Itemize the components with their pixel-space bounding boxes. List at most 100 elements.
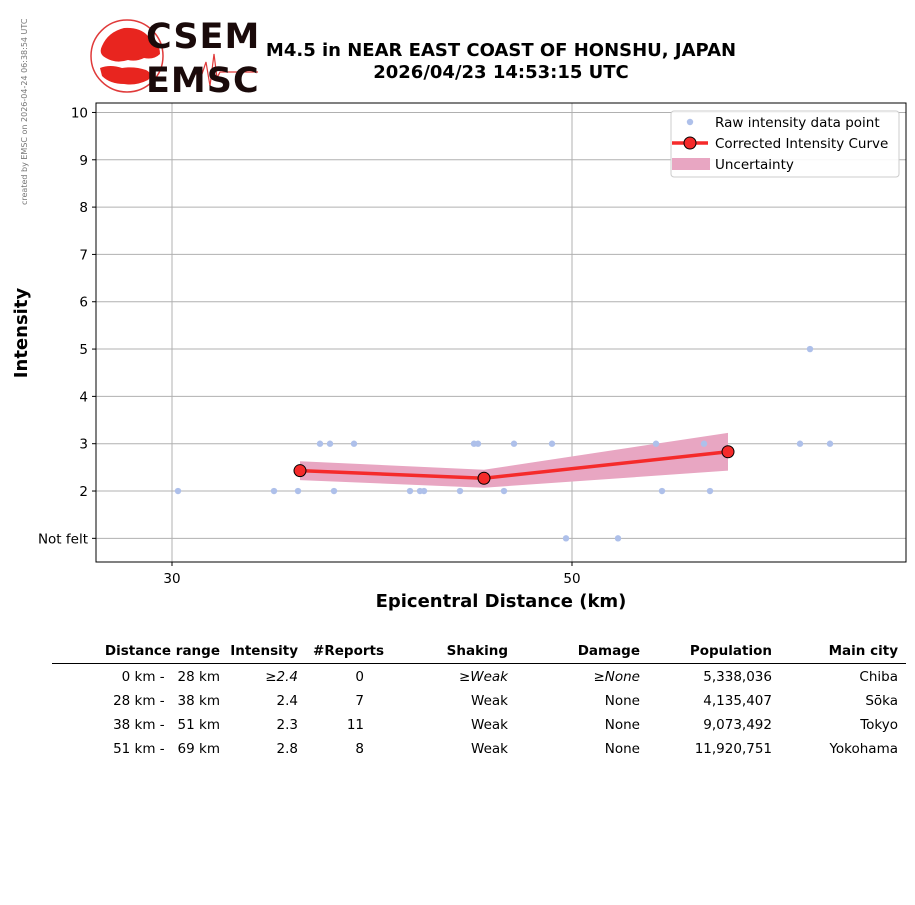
header-shaking: Shaking: [392, 640, 516, 664]
raw-data-point: [456, 487, 464, 495]
legend-raw-label: Raw intensity data point: [715, 115, 880, 131]
table-row: 38 km - 51 km 2.3 11 Weak None 9,073,492…: [52, 712, 906, 736]
legend-curve-marker: [683, 136, 697, 150]
emsc-logo: CSEM EMSC: [88, 17, 261, 101]
logo-text-csem: CSEM: [146, 17, 261, 57]
cell-population: 9,073,492: [703, 716, 772, 733]
cell-range: 51 km - 69 km: [113, 740, 220, 757]
cell-shaking: Weak: [471, 692, 508, 709]
cell-city: Tokyo: [860, 716, 898, 733]
cell-damage: ≥None: [593, 668, 640, 685]
legend-curve-label: Corrected Intensity Curve: [715, 136, 888, 152]
raw-data-point: [548, 440, 556, 447]
logo-text-emsc: EMSC: [146, 61, 260, 101]
cell-range: 28 km - 38 km: [113, 692, 220, 709]
raw-data-point: [294, 487, 302, 495]
raw-data-point: [174, 487, 182, 495]
x-tick-label: 30: [163, 571, 180, 587]
y-tick-label: 4: [79, 389, 88, 405]
cell-city: Sōka: [865, 692, 898, 709]
raw-data-point: [562, 535, 570, 542]
header-main-city: Main city: [780, 640, 906, 664]
raw-data-point: [500, 487, 508, 495]
curve-point-marker: [721, 445, 735, 459]
raw-data-point: [406, 487, 414, 495]
curve-point-marker: [477, 471, 491, 485]
legend-box: [670, 110, 900, 178]
cell-intensity: 2.8: [276, 740, 298, 757]
y-tick-label: 3: [79, 437, 88, 453]
raw-points-layer: [174, 345, 834, 542]
legend-band-swatch: [672, 158, 710, 170]
y-tick-label: 5: [79, 342, 88, 358]
cell-range: 38 km - 51 km: [113, 716, 220, 733]
cell-damage: None: [604, 716, 640, 733]
y-tick-label: 9: [79, 153, 88, 169]
intensity-curve-layer: [293, 445, 735, 485]
x-tick-label: 50: [563, 571, 580, 587]
legend-band-label: Uncertainty: [715, 157, 794, 173]
curve-point-marker: [293, 464, 307, 478]
raw-data-point: [806, 345, 814, 353]
cell-population: 11,920,751: [694, 740, 772, 757]
title-datetime: 2026/04/23 14:53:15 UTC: [373, 62, 629, 83]
y-tick-label: 7: [79, 247, 88, 263]
raw-data-point: [270, 487, 278, 495]
y-axis-label: Intensity: [11, 288, 32, 379]
header-intensity: Intensity: [228, 640, 306, 664]
header-population: Population: [648, 640, 780, 664]
raw-data-point: [510, 440, 518, 447]
cell-city: Yokohama: [829, 740, 898, 757]
raw-data-point: [700, 440, 708, 447]
raw-data-point: [826, 440, 834, 447]
x-axis-label: Epicentral Distance (km): [376, 591, 627, 612]
intensity-summary-table: Distance range Intensity #Reports Shakin…: [52, 640, 906, 760]
raw-data-point: [330, 487, 338, 495]
tick-labels: Not felt 2 3 4 5 6 7 8 9 10 30 50: [38, 105, 581, 587]
cell-shaking: ≥Weak: [458, 668, 508, 685]
cell-population: 4,135,407: [703, 692, 772, 709]
raw-data-point: [316, 440, 324, 447]
cell-range: 0 km - 28 km: [121, 668, 220, 685]
raw-data-point: [474, 440, 482, 447]
globe-icon: [90, 19, 258, 93]
cell-shaking: Weak: [471, 716, 508, 733]
raw-data-point: [706, 487, 714, 495]
raw-data-point: [326, 440, 334, 447]
y-tick-label: Not felt: [38, 531, 88, 547]
table-row: 28 km - 38 km 2.4 7 Weak None 4,135,407 …: [52, 688, 906, 712]
y-tick-label: 6: [79, 295, 88, 311]
title-event: M4.5 in NEAR EAST COAST OF HONSHU, JAPAN: [265, 40, 737, 61]
raw-data-point: [796, 440, 804, 447]
header-reports: #Reports: [306, 640, 392, 664]
raw-data-point: [420, 487, 428, 495]
plot-frame: [95, 102, 907, 563]
cell-damage: None: [604, 692, 640, 709]
cell-population: 5,338,036: [703, 668, 772, 685]
table-row: 51 km - 69 km 2.8 8 Weak None 11,920,751…: [52, 736, 906, 760]
cell-reports: 8: [355, 740, 364, 757]
legend: Raw intensity data point Corrected Inten…: [670, 110, 900, 178]
chart-title: M4.5 in NEAR EAST COAST OF HONSHU, JAPAN…: [240, 40, 762, 84]
cell-city: Chiba: [859, 668, 898, 685]
cell-shaking: Weak: [471, 740, 508, 757]
y-tick-label: 10: [71, 105, 88, 121]
y-tick-label: 8: [79, 200, 88, 216]
cell-reports: 11: [346, 716, 364, 733]
table-header-row: Distance range Intensity #Reports Shakin…: [52, 640, 906, 664]
cell-intensity: ≥2.4: [265, 668, 298, 685]
cell-reports: 0: [355, 668, 364, 685]
cell-intensity: 2.3: [276, 716, 298, 733]
intensity-chart: Not felt 2 3 4 5 6 7 8 9 10 30 50 Epicentral Distan…: [11, 102, 907, 612]
header-distance-range: Distance range: [52, 640, 228, 664]
legend-raw-marker: [686, 118, 694, 126]
raw-data-point: [652, 440, 660, 447]
cell-damage: None: [604, 740, 640, 757]
y-tick-label: 2: [79, 484, 88, 500]
raw-data-point: [614, 535, 622, 542]
raw-data-point: [658, 487, 666, 495]
raw-data-point: [350, 440, 358, 447]
table-row: 0 km - 28 km ≥2.4 0 ≥Weak ≥None 5,338,03…: [52, 664, 906, 689]
header-damage: Damage: [516, 640, 648, 664]
cell-reports: 7: [355, 692, 364, 709]
